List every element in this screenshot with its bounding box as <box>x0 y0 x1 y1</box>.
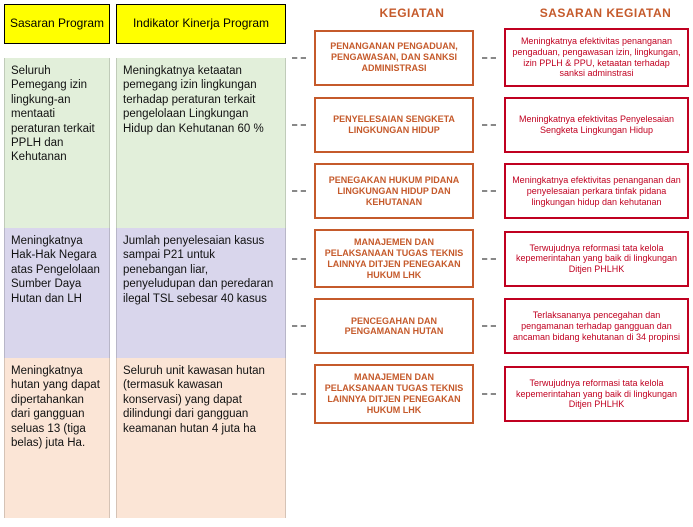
kegiatan-box: PENEGAKAN HUKUM PIDANA LINGKUNGAN HIDUP … <box>314 163 474 219</box>
connector-dash <box>292 325 306 327</box>
pair-row: PENYELESAIAN SENGKETA LINGKUNGAN HIDUP M… <box>292 97 689 153</box>
pair-row: MANAJEMEN DAN PELAKSANAAN TUGAS TEKNIS L… <box>292 229 689 288</box>
indikator-row-3: Seluruh unit kawasan hutan (termasuk kaw… <box>116 358 286 518</box>
sasaran-box: Meningkatnya efektivitas Penyelesaian Se… <box>504 97 689 153</box>
indikator-program-column: Indikator Kinerja Program Meningkatnya k… <box>116 4 286 523</box>
connector-dash <box>482 325 496 327</box>
connector-dash <box>482 190 496 192</box>
indikator-program-header: Indikator Kinerja Program <box>116 4 286 44</box>
sasaran-box: Terwujudnya reformasi tata kelola kepeme… <box>504 231 689 287</box>
sasaran-row-1: Seluruh Pemegang izin lingkung-an mentaa… <box>4 58 110 228</box>
kegiatan-box: PENCEGAHAN DAN PENGAMANAN HUTAN <box>314 298 474 354</box>
pair-row: PENEGAKAN HUKUM PIDANA LINGKUNGAN HIDUP … <box>292 163 689 219</box>
sasaran-row-3: Meningkatnya hutan yang dapat dipertahan… <box>4 358 110 518</box>
sasaran-kegiatan-header: SASARAN KEGIATAN <box>532 6 679 20</box>
kegiatan-box: MANAJEMEN DAN PELAKSANAAN TUGAS TEKNIS L… <box>314 364 474 423</box>
sasaran-box: Meningkatnya efektivitas penanganan peng… <box>504 28 689 87</box>
sasaran-program-header: Sasaran Program <box>4 4 110 44</box>
pair-row: MANAJEMEN DAN PELAKSANAAN TUGAS TEKNIS L… <box>292 364 689 423</box>
connector-dash <box>482 124 496 126</box>
spacer <box>4 44 110 58</box>
pair-row: PENCEGAHAN DAN PENGAMANAN HUTAN Terlaksa… <box>292 298 689 354</box>
connector-dash <box>482 57 496 59</box>
kegiatan-box: PENYELESAIAN SENGKETA LINGKUNGAN HIDUP <box>314 97 474 153</box>
connector-dash <box>292 258 306 260</box>
sasaran-box: Terlaksananya pencegahan dan pengamanan … <box>504 298 689 354</box>
right-headers: KEGIATAN SASARAN KEGIATAN <box>292 4 689 28</box>
kegiatan-box: MANAJEMEN DAN PELAKSANAAN TUGAS TEKNIS L… <box>314 229 474 288</box>
connector-dash <box>292 124 306 126</box>
sasaran-box: Terwujudnya reformasi tata kelola kepeme… <box>504 366 689 422</box>
connector-dash <box>482 258 496 260</box>
connector-dash <box>482 393 496 395</box>
connector-dash <box>292 393 306 395</box>
spacer <box>116 44 286 58</box>
indikator-row-2: Jumlah penyelesaian kasus sampai P21 unt… <box>116 228 286 358</box>
sasaran-box: Meningkatnya efektivitas penanganan dan … <box>504 163 689 219</box>
connector-dash <box>292 190 306 192</box>
kegiatan-header: KEGIATAN <box>332 6 492 20</box>
pair-row: PENANGANAN PENGADUAN, PENGAWASAN, DAN SA… <box>292 28 689 87</box>
kegiatan-box: PENANGANAN PENGADUAN, PENGAWASAN, DAN SA… <box>314 30 474 86</box>
sasaran-row-2: Meningkatnya Hak-Hak Negara atas Pengelo… <box>4 228 110 358</box>
connector-dash <box>292 57 306 59</box>
indikator-row-1: Meningkatnya ketaatan pemegang izin ling… <box>116 58 286 228</box>
kegiatan-column: KEGIATAN SASARAN KEGIATAN PENANGANAN PEN… <box>292 4 689 523</box>
sasaran-program-column: Sasaran Program Seluruh Pemegang izin li… <box>4 4 110 523</box>
